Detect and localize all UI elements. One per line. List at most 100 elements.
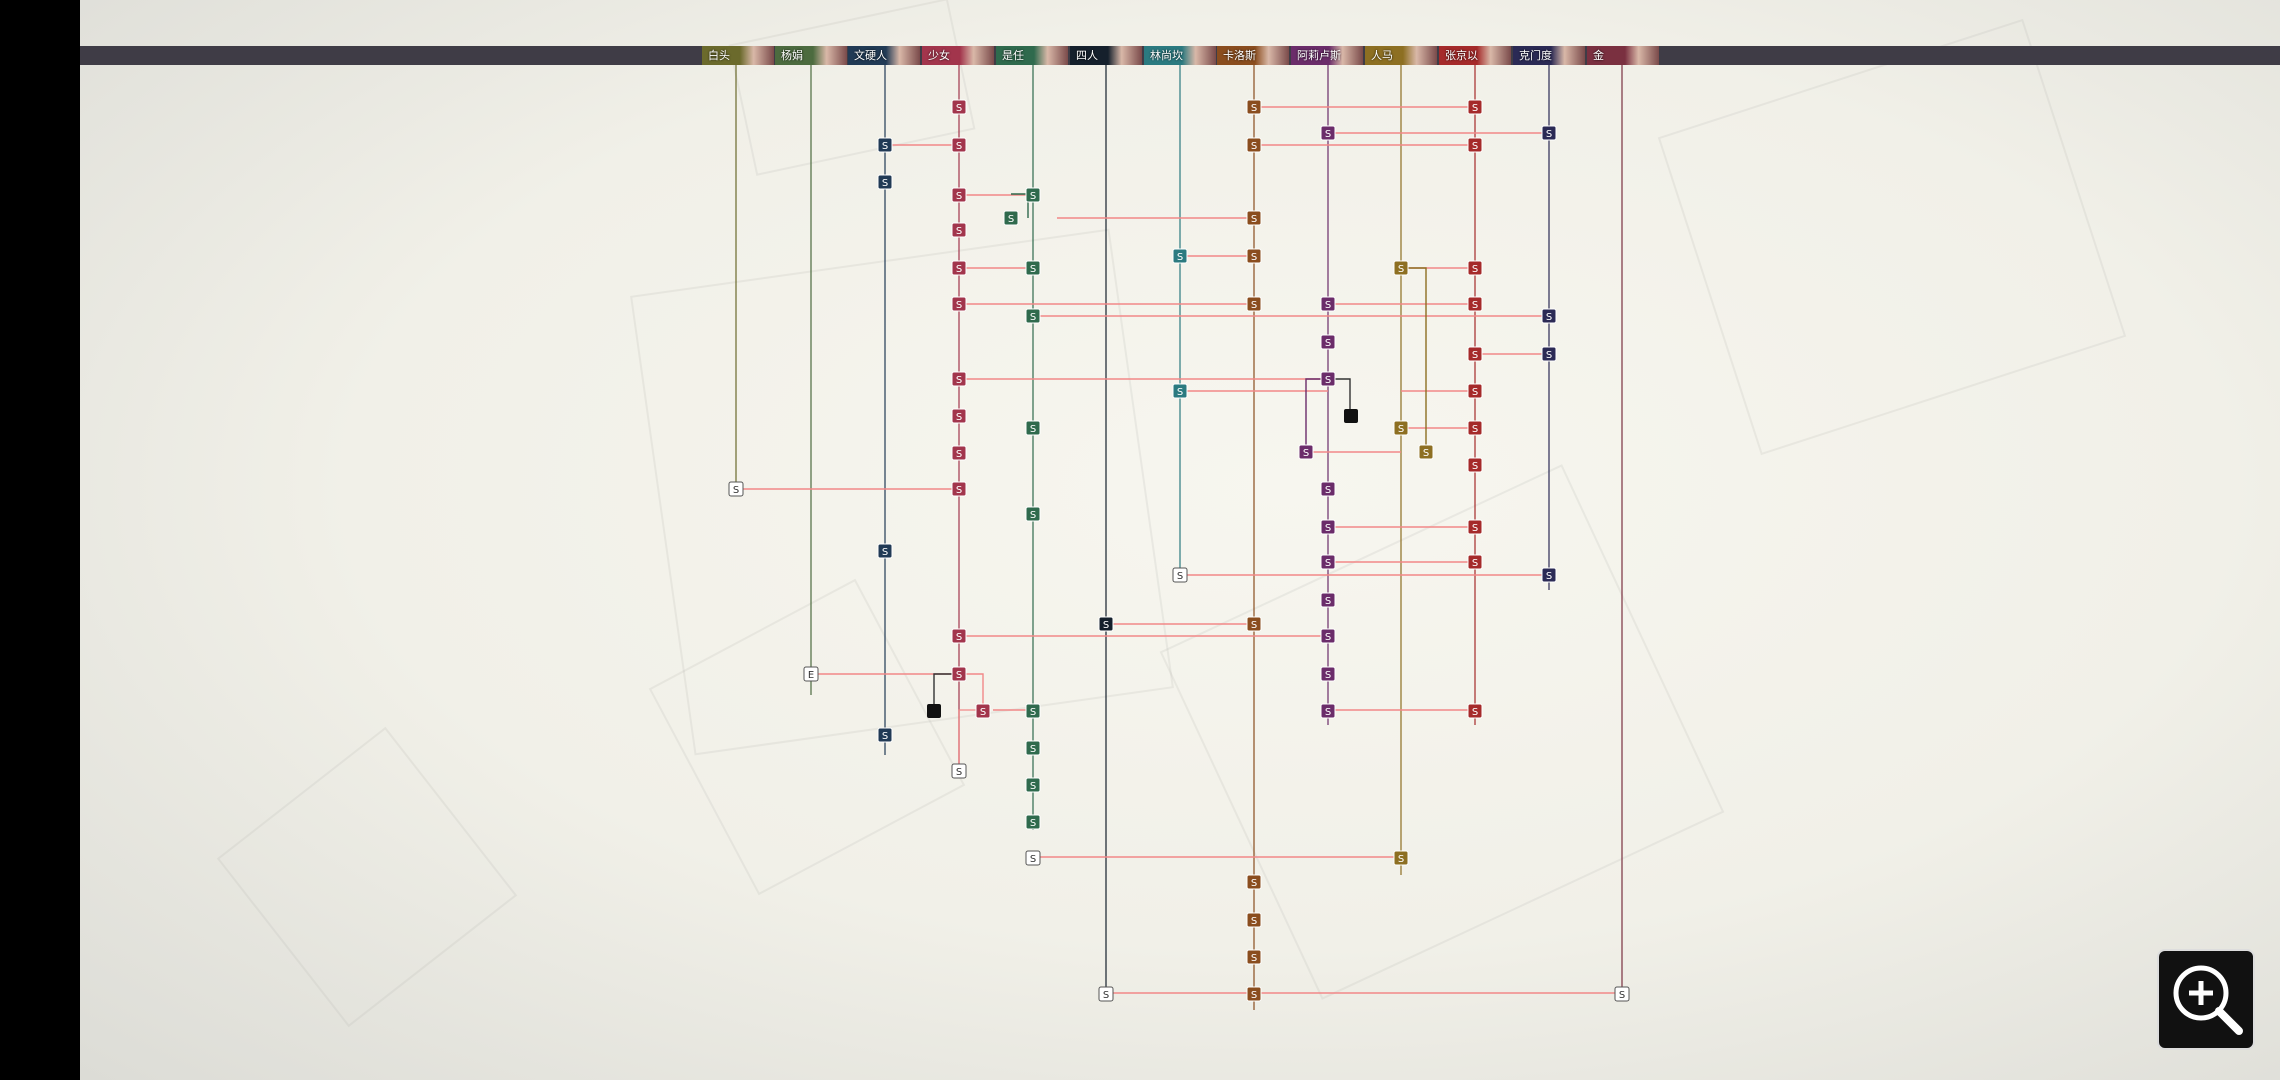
story-node[interactable]: S — [877, 137, 893, 153]
story-node[interactable]: S — [1172, 567, 1188, 583]
story-node[interactable]: S — [951, 481, 967, 497]
story-node-label: S — [1103, 990, 1109, 1001]
story-node[interactable]: S — [951, 137, 967, 153]
character-tab-9[interactable]: 阿莉卢斯 — [1291, 46, 1363, 65]
character-tab-5[interactable]: 是任 — [996, 46, 1068, 65]
story-node-box — [951, 666, 967, 682]
story-node-box — [1467, 420, 1483, 436]
story-node[interactable]: S — [1614, 986, 1630, 1002]
story-node[interactable]: S — [1003, 210, 1019, 226]
story-node[interactable]: S — [1320, 296, 1336, 312]
story-node[interactable]: S — [1320, 554, 1336, 570]
character-tab-3[interactable]: 文硬人 — [848, 46, 920, 65]
story-node[interactable]: S — [951, 187, 967, 203]
story-node[interactable]: S — [877, 727, 893, 743]
story-node[interactable]: S — [1467, 260, 1483, 276]
zoom-in-button[interactable] — [2157, 949, 2255, 1050]
story-node[interactable]: S — [951, 296, 967, 312]
story-node-label: S — [1251, 990, 1257, 1001]
story-node[interactable]: S — [951, 222, 967, 238]
story-node[interactable]: S — [1172, 248, 1188, 264]
character-tab-8[interactable]: 卡洛斯 — [1217, 46, 1289, 65]
story-node[interactable]: S — [1467, 554, 1483, 570]
story-node[interactable]: S — [1025, 777, 1041, 793]
story-node[interactable]: S — [1320, 666, 1336, 682]
story-node[interactable]: S — [951, 763, 967, 779]
story-node[interactable]: S — [728, 481, 744, 497]
story-node[interactable]: S — [1246, 874, 1262, 890]
story-node[interactable]: S — [1393, 260, 1409, 276]
story-node[interactable]: S — [951, 628, 967, 644]
story-node[interactable]: S — [1246, 986, 1262, 1002]
story-node[interactable]: S — [1246, 296, 1262, 312]
story-node[interactable]: S — [951, 408, 967, 424]
story-node[interactable]: S — [1467, 137, 1483, 153]
story-node[interactable]: S — [1246, 137, 1262, 153]
story-node[interactable]: S — [951, 99, 967, 115]
ending-node[interactable]: E — [803, 666, 819, 682]
story-node[interactable]: S — [1025, 850, 1041, 866]
story-node[interactable]: S — [877, 174, 893, 190]
story-node[interactable]: S — [1541, 567, 1557, 583]
story-node[interactable]: S — [1541, 346, 1557, 362]
story-node[interactable]: S — [1320, 703, 1336, 719]
character-tab-13[interactable]: 金 — [1587, 46, 1659, 65]
story-node[interactable]: S — [1025, 187, 1041, 203]
story-node[interactable]: S — [1320, 628, 1336, 644]
story-node-box — [1025, 850, 1041, 866]
story-node[interactable]: S — [1098, 986, 1114, 1002]
story-node[interactable]: S — [1025, 420, 1041, 436]
character-tab-6[interactable]: 四人 — [1070, 46, 1142, 65]
story-node[interactable]: S — [1541, 125, 1557, 141]
story-node[interactable]: S — [1025, 814, 1041, 830]
story-node-label: S — [1325, 338, 1331, 349]
story-node[interactable]: S — [1025, 740, 1041, 756]
story-node[interactable]: S — [1246, 949, 1262, 965]
story-node[interactable]: S — [1320, 519, 1336, 535]
story-node[interactable]: S — [1541, 308, 1557, 324]
character-tab-12[interactable]: 克门度 — [1513, 46, 1585, 65]
story-node[interactable]: S — [975, 703, 991, 719]
story-node[interactable]: S — [1025, 703, 1041, 719]
story-node[interactable]: S — [1320, 334, 1336, 350]
story-node[interactable]: S — [951, 371, 967, 387]
story-node[interactable]: S — [1467, 346, 1483, 362]
story-node[interactable]: S — [1467, 383, 1483, 399]
story-node-label: S — [1030, 191, 1036, 202]
character-tab-11[interactable]: 张京以 — [1439, 46, 1511, 65]
character-tab-4[interactable]: 少女 — [922, 46, 994, 65]
story-node[interactable]: S — [1320, 371, 1336, 387]
story-node[interactable]: S — [1467, 99, 1483, 115]
character-tab-10[interactable]: 人马 — [1365, 46, 1437, 65]
story-node[interactable]: S — [1320, 592, 1336, 608]
story-node[interactable]: S — [1246, 912, 1262, 928]
story-node[interactable]: S — [1246, 616, 1262, 632]
story-node[interactable]: S — [1393, 420, 1409, 436]
story-node[interactable]: S — [1172, 383, 1188, 399]
story-node[interactable]: S — [1393, 850, 1409, 866]
character-tab-7[interactable]: 林尚坎 — [1144, 46, 1216, 65]
story-node[interactable]: S — [1467, 703, 1483, 719]
story-node[interactable]: S — [1246, 99, 1262, 115]
story-node[interactable]: S — [877, 543, 893, 559]
story-node[interactable]: S — [1418, 444, 1434, 460]
character-tab-1[interactable]: 白头 — [702, 46, 774, 65]
story-node[interactable]: S — [1467, 519, 1483, 535]
story-node[interactable]: S — [1098, 616, 1114, 632]
story-node[interactable]: S — [1246, 210, 1262, 226]
story-node[interactable]: S — [1467, 296, 1483, 312]
story-node[interactable]: S — [1467, 420, 1483, 436]
story-node[interactable]: S — [951, 666, 967, 682]
story-node[interactable]: S — [1025, 308, 1041, 324]
story-node[interactable]: S — [1320, 125, 1336, 141]
story-node[interactable]: S — [1025, 506, 1041, 522]
story-node[interactable]: S — [1025, 260, 1041, 276]
story-node[interactable]: S — [1467, 457, 1483, 473]
story-node[interactable]: S — [1246, 248, 1262, 264]
story-node[interactable]: S — [951, 445, 967, 461]
character-tab-2[interactable]: 杨娟 — [775, 46, 847, 65]
story-node-box — [1320, 334, 1336, 350]
story-node[interactable]: S — [1298, 444, 1314, 460]
story-node[interactable]: S — [1320, 481, 1336, 497]
story-node[interactable]: S — [951, 260, 967, 276]
